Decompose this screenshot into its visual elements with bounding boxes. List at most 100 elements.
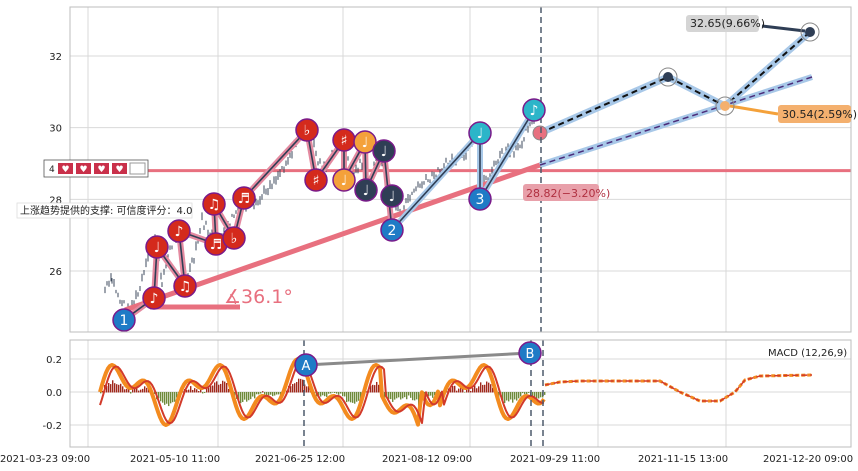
macd-histogram-bar bbox=[348, 392, 350, 402]
macd-histogram-bar bbox=[308, 385, 310, 393]
note-marker-label: ♩ bbox=[381, 144, 388, 160]
note-marker-circle bbox=[167, 219, 191, 243]
macd-histogram-bar bbox=[116, 384, 118, 393]
x-tick-label: 2021-09-29 11:00 bbox=[510, 454, 600, 465]
macd-histogram-bar bbox=[332, 392, 334, 393]
support-icon-box bbox=[58, 163, 73, 174]
wave-point: ♪ bbox=[522, 98, 546, 122]
x-tick-label: 2021-06-25 12:00 bbox=[255, 454, 345, 465]
macd-histogram-bar bbox=[212, 385, 214, 393]
macd-histogram-bar bbox=[200, 389, 202, 393]
note-marker: ♫ bbox=[173, 274, 197, 298]
price-y-axis: 26 28 30 32 bbox=[49, 52, 62, 278]
target-high-text: 32.65(9.66%) bbox=[690, 17, 765, 30]
note-marker-label: ♫ bbox=[179, 279, 192, 295]
price-y-tick-label: 30 bbox=[49, 124, 62, 135]
macd-histogram-bar bbox=[132, 388, 134, 393]
macd-histogram-bar bbox=[256, 392, 258, 395]
macd-histogram-bar bbox=[398, 392, 400, 398]
macd-histogram-bar bbox=[300, 378, 302, 393]
macd-divergence-label: B bbox=[526, 347, 535, 362]
macd-divergence: AB bbox=[294, 341, 542, 377]
macd-histogram-bar bbox=[122, 386, 124, 393]
note-marker-circle bbox=[380, 184, 404, 208]
macd-histogram-bar bbox=[346, 392, 348, 403]
macd-histogram-bar bbox=[112, 380, 114, 393]
note-marker-label: ♩ bbox=[363, 183, 370, 199]
macd-histogram-bar bbox=[412, 392, 414, 401]
macd-frame bbox=[69, 339, 852, 448]
macd-histogram-bar bbox=[254, 392, 256, 399]
macd-histogram-bar bbox=[164, 392, 166, 405]
macd-histogram-bar bbox=[272, 392, 274, 397]
note-marker-circle bbox=[142, 286, 166, 310]
macd-histogram-bar bbox=[378, 384, 380, 393]
macd-histogram-bar bbox=[502, 392, 504, 402]
macd-histogram-bar bbox=[168, 392, 170, 407]
macd-histogram-bar bbox=[264, 392, 266, 397]
macd-histogram-bar bbox=[278, 392, 280, 395]
wave-point: 1 bbox=[112, 308, 136, 332]
note-marker: ♩ bbox=[353, 130, 377, 154]
macd-histogram-bar bbox=[128, 389, 130, 393]
macd-histogram-bar bbox=[176, 392, 178, 398]
macd-histogram-bar bbox=[370, 385, 372, 393]
wave-point-circle bbox=[468, 187, 492, 211]
macd-histogram-bar bbox=[512, 392, 514, 403]
projection-node-ring bbox=[715, 96, 735, 116]
macd-histogram-bar bbox=[204, 392, 206, 393]
macd-histogram-bar bbox=[222, 380, 224, 393]
note-marker-label: ♬ bbox=[238, 191, 251, 207]
wave-peak-label: ♩ bbox=[477, 126, 484, 142]
macd-histogram-bar bbox=[136, 387, 138, 393]
wave-zigzag-blue bbox=[391, 109, 535, 231]
support-text-box: 上涨趋势提供的支撑: 可信度评分：4.0 bbox=[16, 202, 192, 219]
macd-histogram-bar bbox=[468, 389, 470, 393]
note-marker: ♪ bbox=[167, 219, 191, 243]
macd-histogram-bar bbox=[344, 392, 346, 397]
note-marker: ♪ bbox=[142, 286, 166, 310]
macd-histogram-bar bbox=[126, 388, 128, 393]
macd-histogram-bar bbox=[404, 392, 406, 398]
wave-points: 1 2 3 ♪ ♩ bbox=[112, 98, 546, 332]
target-high-arrow bbox=[761, 24, 806, 33]
macd-histogram-bar bbox=[408, 392, 410, 396]
macd-histogram-bar bbox=[352, 392, 354, 403]
macd-histogram-bar bbox=[410, 392, 412, 398]
macd-histogram-bar bbox=[486, 381, 488, 393]
macd-histogram-bar bbox=[296, 382, 298, 393]
target-mid-label: 30.54(2.59%) bbox=[778, 105, 857, 123]
price-y-tick-label: 26 bbox=[49, 267, 62, 278]
note-marker-circle bbox=[222, 226, 246, 250]
macd-divergence-marker: B bbox=[518, 341, 542, 365]
macd-histogram-bar bbox=[522, 392, 524, 394]
macd-histogram-bar bbox=[114, 383, 116, 393]
macd-histogram-bar bbox=[146, 387, 148, 393]
macd-histogram-bar bbox=[458, 388, 460, 393]
macd-histogram-bar bbox=[464, 392, 466, 393]
note-marker-label: ♪ bbox=[175, 224, 184, 240]
macd-y-tick-label: 0.0 bbox=[46, 388, 62, 399]
macd-projected-line bbox=[544, 373, 813, 403]
note-marker-circle bbox=[145, 235, 169, 259]
macd-histogram-bar bbox=[394, 392, 396, 400]
note-marker-circle bbox=[232, 186, 256, 210]
macd-histogram-bar bbox=[484, 384, 486, 393]
macd-histogram-bar bbox=[124, 389, 126, 393]
macd-histogram-bar bbox=[434, 392, 436, 396]
macd-histogram-bar bbox=[218, 384, 220, 393]
projection-trend bbox=[539, 76, 813, 166]
macd-histogram-bar bbox=[304, 384, 306, 393]
support-icon: ♥ bbox=[115, 165, 123, 175]
macd-histogram-bar bbox=[160, 392, 162, 402]
macd-histogram-bar bbox=[238, 392, 240, 400]
macd-histogram-bar bbox=[134, 388, 136, 393]
note-marker: ♯ bbox=[304, 168, 328, 192]
support-icon: ♥ bbox=[97, 165, 105, 175]
note-marker-label: ♯ bbox=[341, 133, 348, 149]
wave-point: 3 bbox=[468, 187, 492, 211]
macd-histogram-bar bbox=[270, 392, 272, 395]
macd-histogram-bar bbox=[186, 390, 188, 393]
macd-histogram-bar bbox=[350, 392, 352, 403]
macd-histogram-bar bbox=[206, 387, 208, 393]
